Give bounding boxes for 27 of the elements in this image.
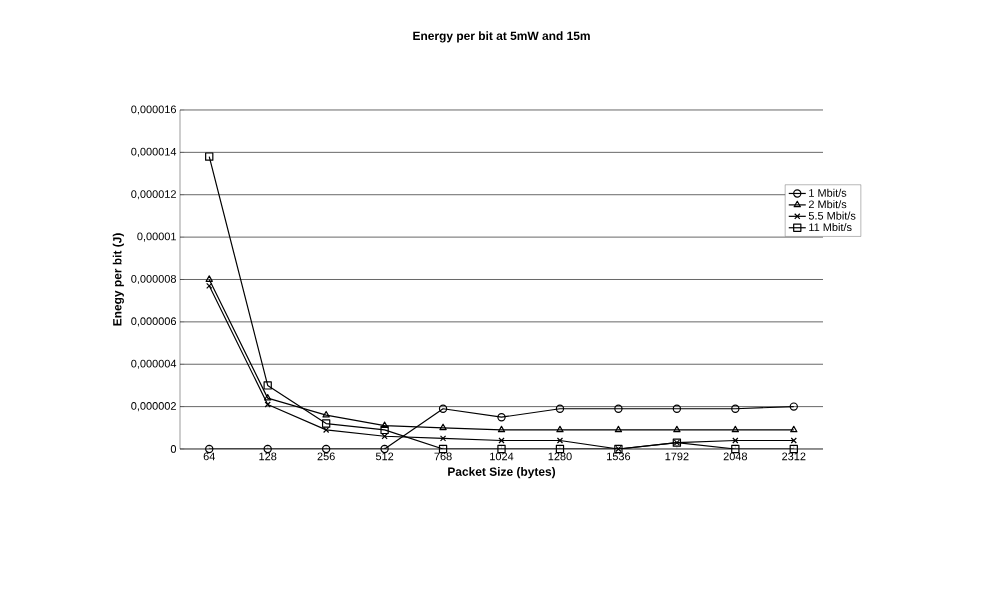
y-tick-label: 0,000012 [131, 190, 176, 200]
legend-label: 5.5 Mbit/s [808, 211, 856, 220]
x-axis-title: Packet Size (bytes) [448, 467, 556, 479]
y-tick-label: 0,000014 [131, 147, 177, 157]
legend-label: 1 Mbit/s [809, 188, 847, 197]
x-tick-label: 64 [203, 452, 215, 461]
y-tick-label: 0,000006 [131, 317, 176, 327]
y-tick-label: 0,000008 [131, 274, 176, 285]
y-tick-label: 0,00001 [137, 232, 176, 242]
x-tick-label: 1536 [607, 452, 631, 461]
x-tick-label: 1280 [548, 452, 572, 461]
x-tick-label: 512 [375, 452, 394, 461]
y-tick-label: 0,000016 [131, 105, 176, 115]
x-tick-label: 2312 [782, 452, 806, 461]
y-tick-label: 0 [170, 445, 177, 453]
x-tick-label: 1024 [490, 452, 514, 461]
y-tick-label: 0,000002 [131, 402, 176, 412]
legend-label: 11 Mbit/s [809, 223, 852, 232]
x-tick-label: 256 [317, 452, 335, 461]
chart-title: Energy per bit at 5mW and 15m [413, 31, 590, 43]
x-tick-label: 768 [434, 452, 452, 461]
x-tick-label: 2048 [723, 452, 748, 461]
y-tick-label: 0,000004 [131, 359, 177, 369]
x-tick-label: 1792 [665, 452, 689, 461]
y-axis-title: Enegy per bit (J) [112, 233, 124, 326]
legend-label: 2 Mbit/s [808, 200, 847, 209]
x-tick-label: 128 [259, 452, 277, 461]
